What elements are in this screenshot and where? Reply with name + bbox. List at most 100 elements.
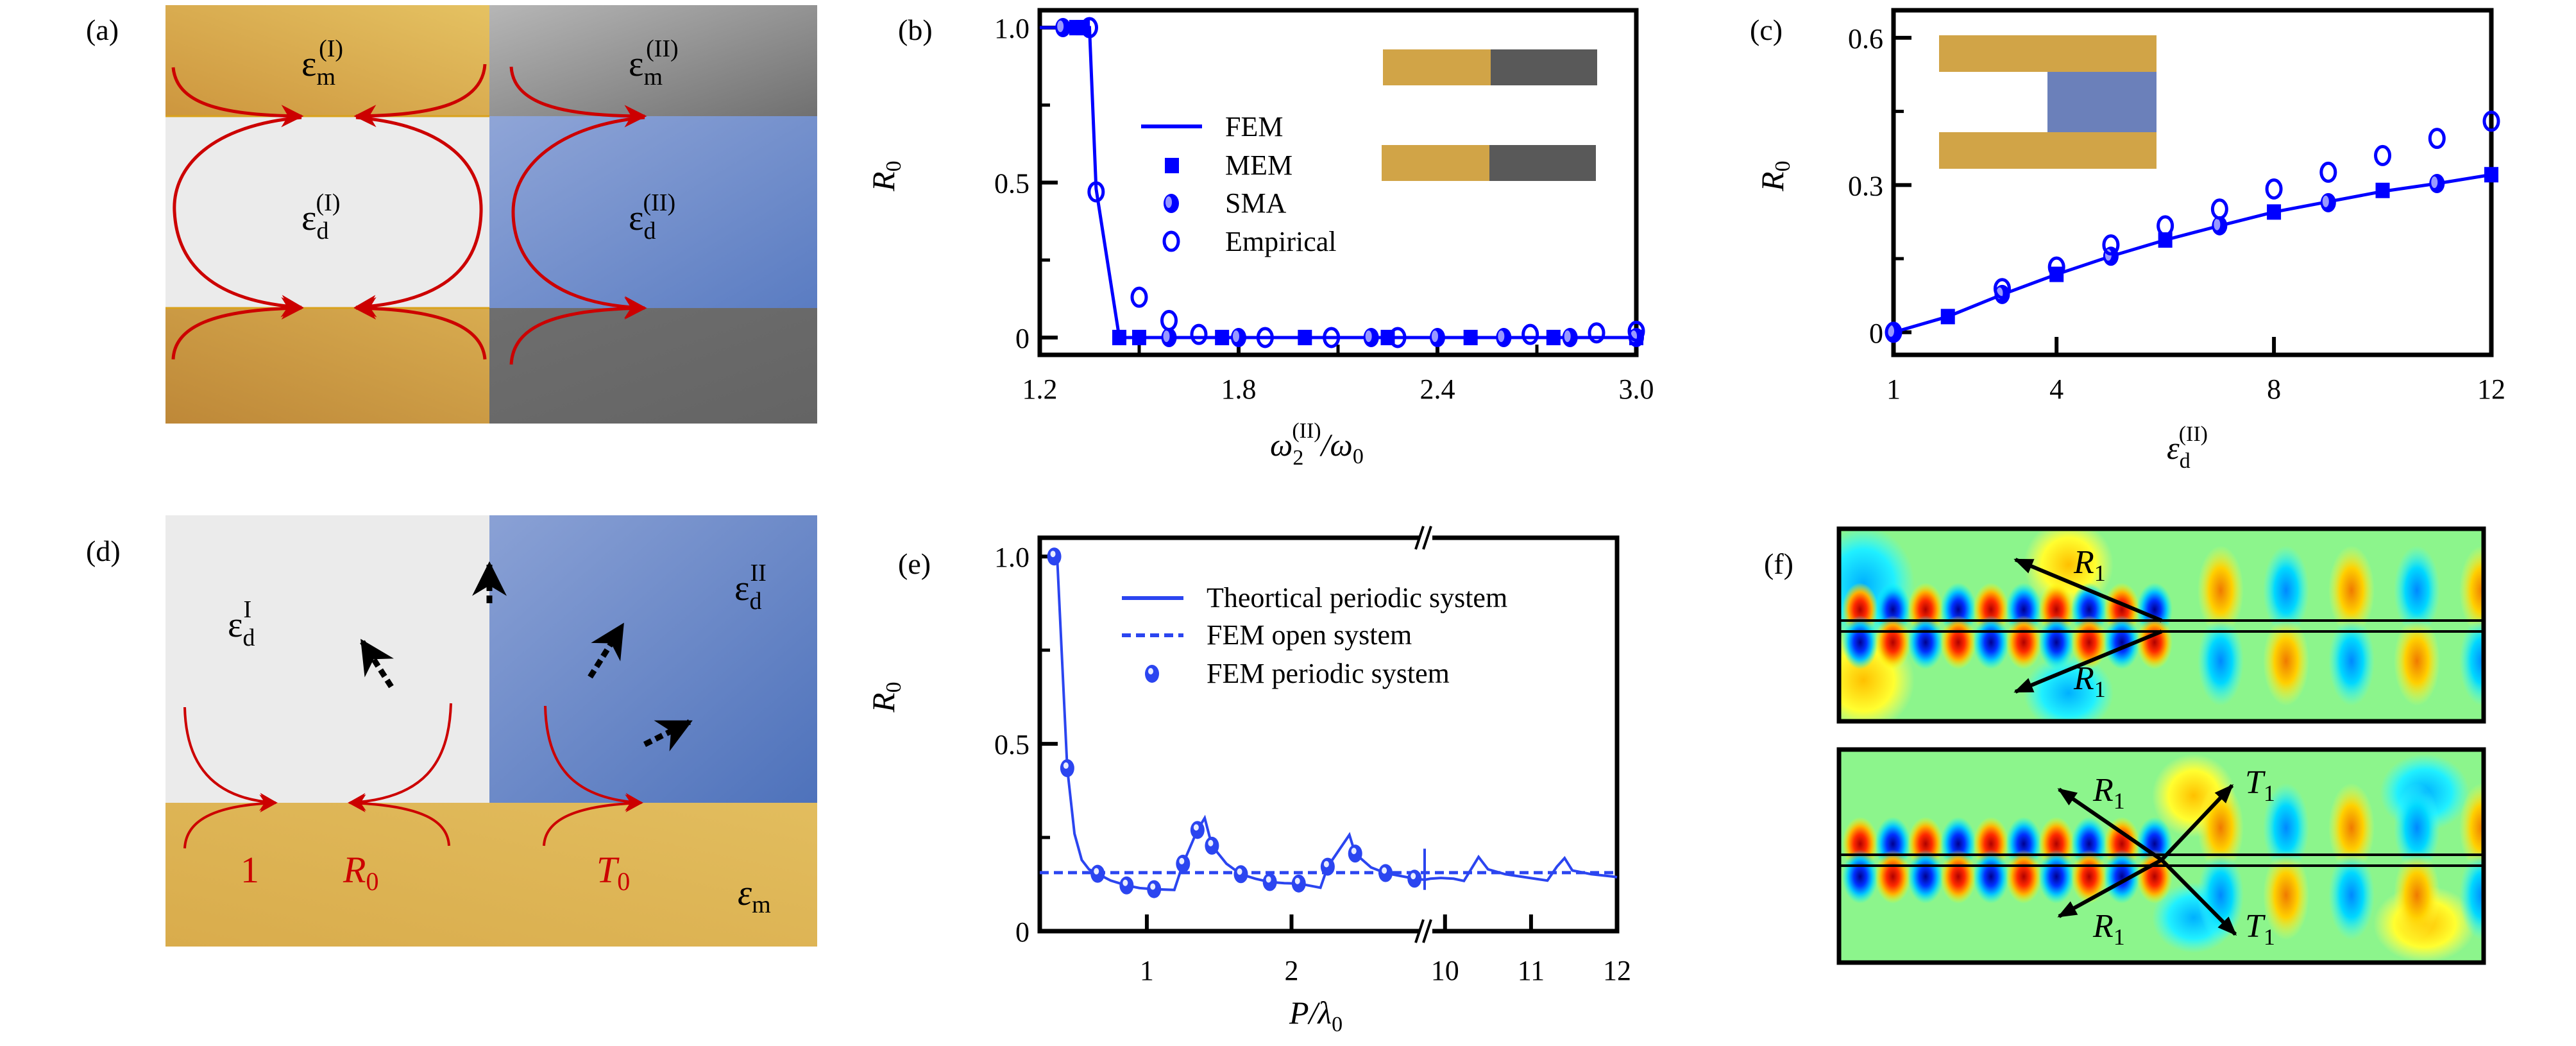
inset-metal-bottom	[1939, 132, 2157, 169]
data-point	[1161, 327, 1177, 347]
field-lobe	[2394, 616, 2440, 706]
series-empirical	[1081, 17, 1645, 348]
data-point	[1389, 327, 1407, 348]
panel-d-red-arrows	[183, 703, 643, 849]
axis-break-mark	[1422, 526, 1432, 550]
field-lobe	[1908, 615, 1944, 669]
data-point	[1407, 870, 1422, 888]
panel-label-a: (a)	[86, 13, 119, 46]
series-fem-periodic-system	[1047, 547, 1422, 898]
chart-b-insets	[1382, 49, 1597, 181]
data-point	[1588, 322, 1606, 344]
data-point	[1298, 329, 1312, 345]
dielectric-I	[165, 116, 489, 308]
x-tick-label: 4	[2049, 373, 2063, 405]
data-line	[1054, 555, 1618, 891]
data-point	[1885, 322, 1902, 343]
x-tick-label: 2.4	[1420, 373, 1455, 405]
red-arrow-icon	[353, 296, 487, 360]
series-empirical	[1885, 110, 2500, 343]
panel-a-geometry	[165, 5, 817, 424]
reflection-arrow-icon	[2057, 787, 2163, 862]
data-point	[1160, 309, 1178, 331]
x-tick-label: 12	[2477, 373, 2505, 405]
reflected-arrow-icon	[348, 794, 450, 846]
field-lobe	[2006, 615, 2042, 669]
dielectric-II	[489, 515, 817, 803]
x-tick-label: 1.8	[1221, 373, 1257, 405]
field-lobe	[2328, 850, 2375, 940]
data-point	[1132, 329, 1146, 345]
data-point	[1886, 322, 1901, 342]
marker-highlight	[1266, 876, 1271, 883]
field-lobe	[2006, 850, 2042, 904]
legend-label-fem-open: FEM open system	[1207, 619, 1412, 651]
x-tick-label: 1	[1140, 955, 1154, 986]
data-point	[1940, 309, 1955, 325]
chart-c-xlabel: εd(II)	[2167, 422, 2208, 473]
marker-highlight	[1123, 879, 1128, 886]
chart-c-ylabel: R0	[1754, 160, 1795, 192]
field-lobe	[2071, 850, 2107, 904]
field-lobe	[2198, 616, 2244, 706]
field-lobe	[2104, 850, 2140, 904]
marker-highlight	[1365, 330, 1372, 342]
x-tick-label: 12	[1603, 955, 1631, 986]
data-point	[1190, 323, 1208, 345]
data-point	[1521, 323, 1539, 345]
data-point	[2319, 161, 2337, 183]
marker-highlight	[1498, 330, 1505, 342]
label-T1: T1	[2245, 764, 2275, 806]
data-point	[2212, 216, 2228, 236]
panel-f-labels: R1 R1 R1 T1 R1 T1	[2073, 544, 2275, 950]
data-point	[1993, 278, 2011, 300]
legend-marker-empirical	[1162, 230, 1180, 252]
marker-highlight	[1179, 857, 1185, 864]
data-point	[2482, 110, 2500, 132]
incident-arrow-icon	[183, 794, 278, 849]
field-lobe	[2394, 850, 2440, 940]
marker-highlight	[1063, 762, 1069, 769]
panel-label-b: (b)	[898, 13, 933, 46]
marker-highlight	[1233, 330, 1239, 342]
legend-label-mem: MEM	[1225, 150, 1292, 181]
data-point	[2267, 204, 2282, 220]
marker-highlight	[1564, 330, 1571, 342]
legend-label-fem: FEM	[1225, 111, 1283, 142]
red-arrow-icon	[509, 296, 647, 365]
data-point	[2265, 178, 2283, 200]
reflection-arrow-icon	[2057, 858, 2163, 918]
field-lobe	[2263, 616, 2309, 706]
radiation-arrow-icon	[588, 622, 625, 679]
field-lobe	[2394, 545, 2440, 635]
legend-label-theory: Theortical periodic system	[1207, 582, 1507, 613]
incident-arrow-icon	[183, 707, 278, 811]
data-point	[1320, 857, 1335, 876]
field-lobe	[1973, 850, 2009, 904]
marker-highlight	[1294, 877, 1300, 884]
data-line	[1893, 173, 2492, 334]
data-point	[1348, 845, 1362, 863]
legend-marker-mem	[1165, 158, 1179, 173]
label-eps-d-II: εdII	[734, 560, 767, 615]
data-point	[1378, 864, 1393, 882]
marker-highlight	[1432, 330, 1438, 342]
inset-metal-top	[1939, 35, 2157, 72]
field-lobe	[2104, 615, 2140, 669]
chart-e-ylabel: R0	[865, 682, 906, 713]
field-lobe	[2328, 783, 2375, 873]
marker-highlight	[1237, 868, 1242, 875]
data-point	[1047, 547, 1062, 566]
chart-e-xlabel: P/λ0	[1289, 995, 1343, 1036]
data-point	[1323, 327, 1341, 348]
field-lobe	[1875, 615, 1911, 669]
label-eps-d-II: εd(II)	[629, 189, 675, 244]
marker-highlight	[2431, 176, 2438, 189]
data-point	[1546, 329, 1561, 345]
data-point	[2210, 198, 2228, 220]
data-point	[2320, 193, 2336, 212]
label-R0: R0	[343, 849, 378, 896]
field-lobe	[2459, 545, 2484, 635]
label-eps-d-I: εd(I)	[301, 189, 340, 244]
